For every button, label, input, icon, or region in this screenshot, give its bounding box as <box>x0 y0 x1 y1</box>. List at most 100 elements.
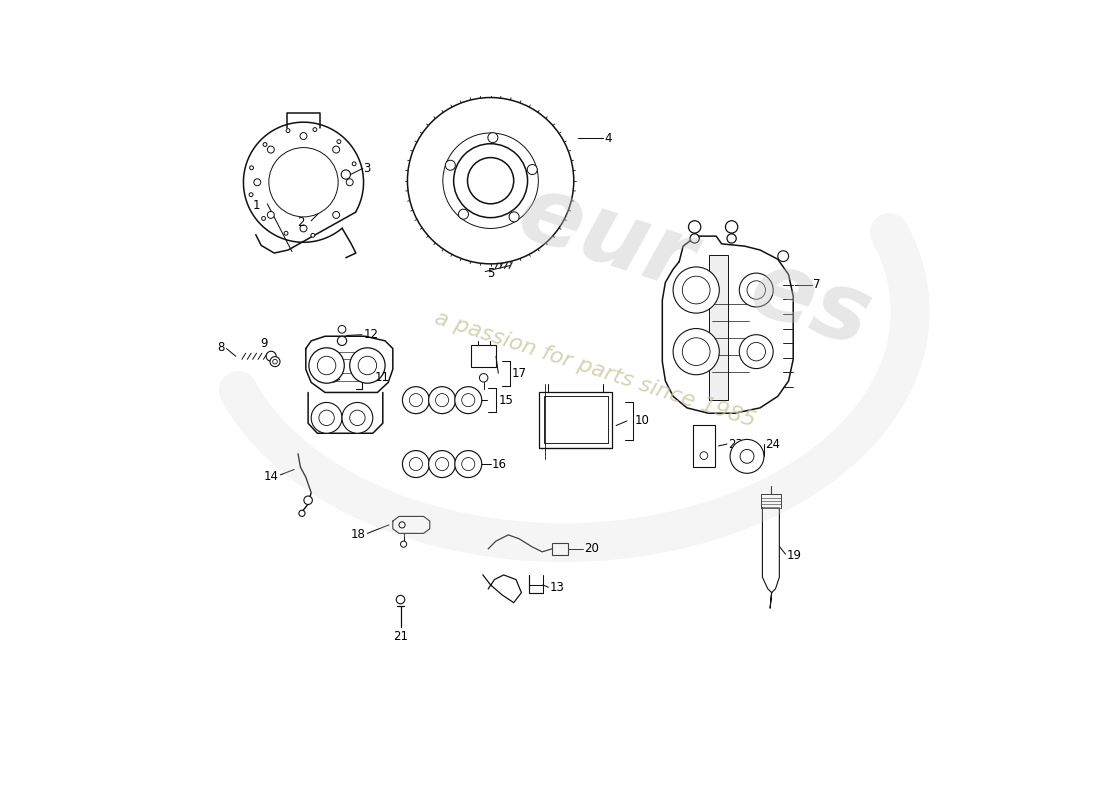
Circle shape <box>341 170 351 179</box>
Text: a passion for parts since 1985: a passion for parts since 1985 <box>431 308 758 431</box>
Circle shape <box>399 522 405 528</box>
Circle shape <box>299 510 305 517</box>
Circle shape <box>267 211 274 218</box>
Circle shape <box>400 541 407 547</box>
Bar <box>708 255 728 400</box>
Circle shape <box>454 386 482 414</box>
Circle shape <box>690 234 700 243</box>
Circle shape <box>359 356 376 374</box>
Text: 2: 2 <box>297 216 305 229</box>
Circle shape <box>739 334 773 369</box>
Circle shape <box>342 402 373 434</box>
Circle shape <box>263 142 267 146</box>
Circle shape <box>462 458 475 470</box>
Circle shape <box>273 359 277 364</box>
Text: 3: 3 <box>363 162 371 175</box>
Text: 1: 1 <box>253 199 261 212</box>
Bar <box>693 425 715 467</box>
Bar <box>539 392 613 448</box>
Circle shape <box>403 450 429 478</box>
Text: 24: 24 <box>766 438 781 450</box>
Circle shape <box>332 211 340 218</box>
Text: 11: 11 <box>374 370 389 383</box>
Circle shape <box>300 225 307 232</box>
Circle shape <box>747 342 766 361</box>
Circle shape <box>266 351 276 362</box>
Circle shape <box>409 458 422 470</box>
Circle shape <box>318 356 336 374</box>
Circle shape <box>453 144 528 218</box>
Text: 15: 15 <box>498 394 514 406</box>
Text: 10: 10 <box>635 414 649 427</box>
Circle shape <box>350 410 365 426</box>
Text: 5: 5 <box>486 266 494 280</box>
Circle shape <box>689 221 701 233</box>
Circle shape <box>338 336 346 346</box>
Circle shape <box>338 326 345 333</box>
Circle shape <box>332 146 340 153</box>
Text: eur  es: eur es <box>507 166 882 366</box>
Text: 7: 7 <box>813 278 821 291</box>
Text: 13: 13 <box>550 581 564 594</box>
Circle shape <box>300 133 307 139</box>
Circle shape <box>747 281 766 299</box>
Circle shape <box>527 165 537 174</box>
Circle shape <box>700 452 707 459</box>
Circle shape <box>454 450 482 478</box>
Circle shape <box>352 162 356 166</box>
Circle shape <box>429 386 455 414</box>
Circle shape <box>488 133 498 142</box>
Circle shape <box>436 458 449 470</box>
Text: 9: 9 <box>261 337 268 350</box>
Circle shape <box>284 231 288 235</box>
Circle shape <box>268 147 338 217</box>
Circle shape <box>337 140 341 143</box>
Circle shape <box>480 374 488 382</box>
Circle shape <box>739 273 773 307</box>
Circle shape <box>462 394 475 406</box>
Circle shape <box>250 166 253 170</box>
Circle shape <box>314 128 317 131</box>
Circle shape <box>311 402 342 434</box>
Circle shape <box>403 386 429 414</box>
Circle shape <box>309 348 344 383</box>
Circle shape <box>270 357 280 366</box>
Text: 4: 4 <box>605 132 612 145</box>
Circle shape <box>249 193 253 197</box>
Text: 19: 19 <box>788 549 802 562</box>
Circle shape <box>459 210 469 219</box>
Circle shape <box>407 98 574 264</box>
Circle shape <box>409 394 422 406</box>
Circle shape <box>319 410 334 426</box>
Text: 12: 12 <box>363 328 378 341</box>
Circle shape <box>429 450 455 478</box>
Circle shape <box>396 595 405 604</box>
Text: 17: 17 <box>512 366 527 380</box>
Circle shape <box>682 338 711 366</box>
Circle shape <box>346 178 353 186</box>
Circle shape <box>286 129 290 133</box>
Circle shape <box>673 267 719 313</box>
Circle shape <box>727 234 736 243</box>
Bar <box>552 542 568 555</box>
Circle shape <box>267 146 274 153</box>
Circle shape <box>778 250 789 262</box>
Circle shape <box>446 160 455 170</box>
Bar <box>471 346 496 367</box>
Text: 14: 14 <box>264 470 279 483</box>
Circle shape <box>280 159 327 206</box>
Circle shape <box>443 133 538 229</box>
Bar <box>543 396 607 442</box>
Circle shape <box>682 276 711 304</box>
Circle shape <box>311 234 315 238</box>
Circle shape <box>509 212 519 222</box>
Circle shape <box>468 158 514 204</box>
Text: 21: 21 <box>393 630 408 643</box>
Circle shape <box>350 348 385 383</box>
Circle shape <box>726 221 738 233</box>
Circle shape <box>740 450 754 463</box>
Circle shape <box>254 178 261 186</box>
Text: 8: 8 <box>218 342 224 354</box>
Text: 23: 23 <box>728 438 744 450</box>
Text: 20: 20 <box>584 542 600 555</box>
